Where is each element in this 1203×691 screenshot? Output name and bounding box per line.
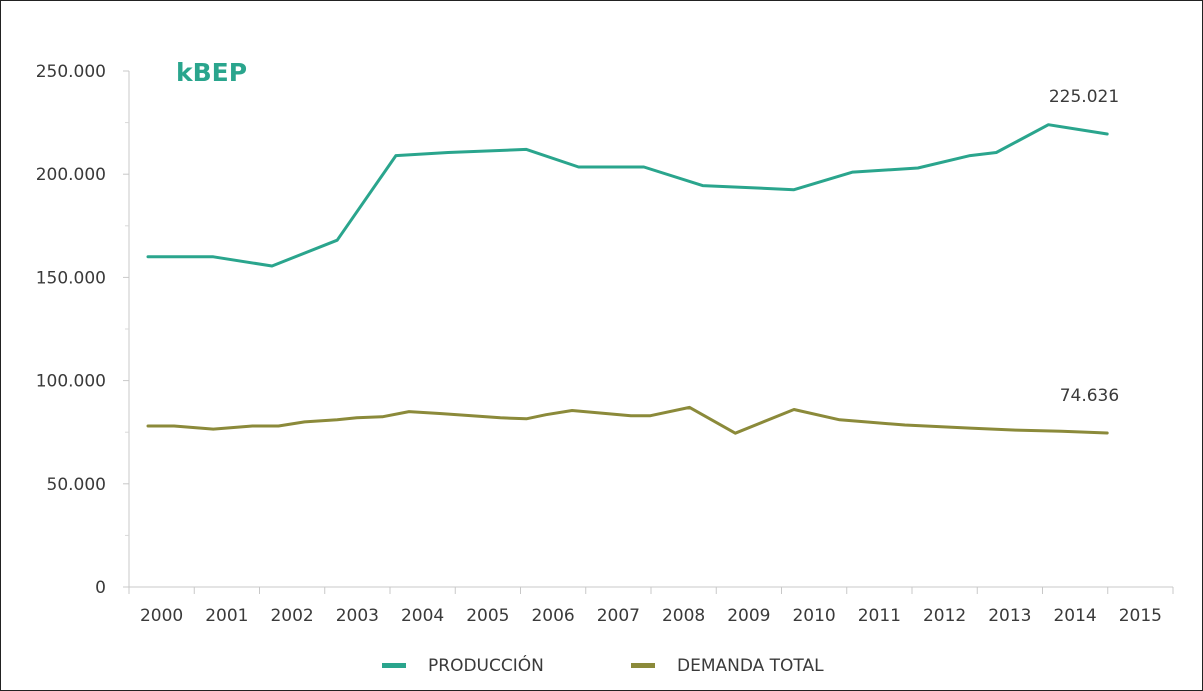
unit-label: kBEP: [176, 58, 247, 87]
x-tick-label: 2014: [1053, 606, 1096, 626]
x-tick-label: 2005: [466, 606, 509, 626]
y-tick-label: 200.000: [36, 165, 106, 185]
end-labels: 225.021 74.636: [1049, 87, 1119, 406]
y-tick-label: 150.000: [36, 268, 106, 288]
x-tick-label: 2002: [270, 606, 313, 626]
series-line-demanda-total: [146, 405, 1109, 435]
series-layer: [146, 123, 1109, 435]
x-tick-label: 2013: [988, 606, 1031, 626]
y-tick-label: 0: [95, 578, 106, 598]
data-label-demanda-total: 74.636: [1060, 386, 1119, 406]
x-tick-label: 2006: [531, 606, 574, 626]
x-tick-label: 2007: [597, 606, 640, 626]
x-tick-label: 2015: [1119, 606, 1162, 626]
y-tick-label: 50.000: [47, 475, 106, 495]
legend-swatch-demanda-total: [631, 663, 655, 668]
x-tick-label: 2012: [923, 606, 966, 626]
x-tick-label: 2008: [662, 606, 705, 626]
axes: 0 50.000 100.000 150.000 200.000 250.000 2000 2…: [36, 62, 1174, 626]
x-tick-label: 2011: [858, 606, 901, 626]
legend-swatch-produccion: [382, 663, 406, 668]
legend-label-produccion: PRODUCCIÓN: [428, 654, 544, 676]
x-tick-label: 2004: [401, 606, 444, 626]
x-tick-label: 2010: [792, 606, 835, 626]
legend: PRODUCCIÓN DEMANDA TOTAL: [382, 654, 824, 676]
data-label-produccion: 225.021: [1049, 87, 1119, 107]
legend-label-demanda-total: DEMANDA TOTAL: [677, 656, 824, 676]
x-tick-label: 2000: [140, 606, 183, 626]
y-tick-label: 100.000: [36, 372, 106, 392]
y-tick-label: 250.000: [36, 62, 106, 82]
x-tick-label: 2009: [727, 606, 770, 626]
x-tick-label: 2001: [205, 606, 248, 626]
x-tick-label: 2003: [336, 606, 379, 626]
series-line-produccion: [146, 123, 1109, 268]
